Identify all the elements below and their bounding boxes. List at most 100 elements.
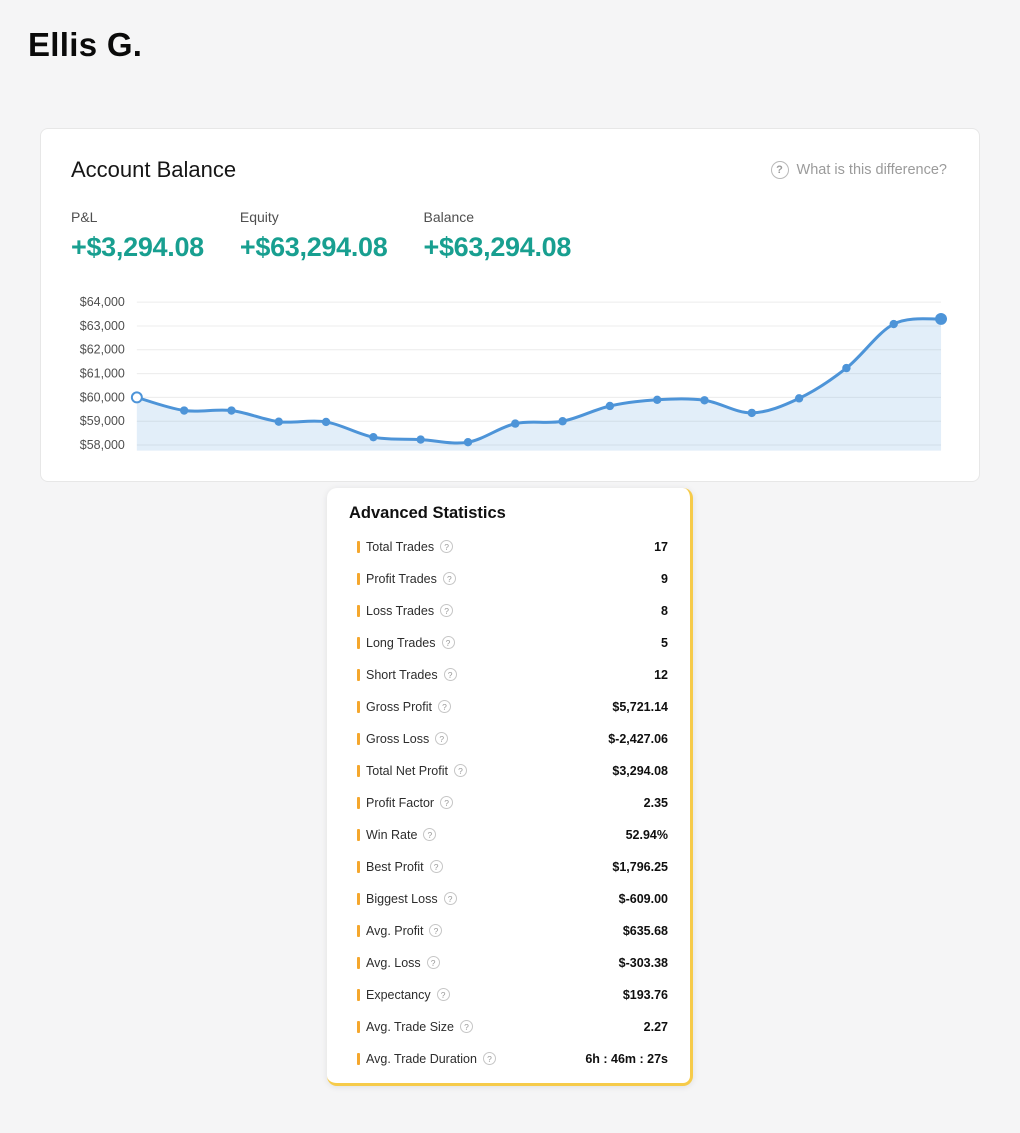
stat-row-label: Avg. Loss	[366, 955, 421, 970]
account-balance-title: Account Balance	[71, 157, 237, 182]
stat-accent-bar	[357, 604, 360, 617]
stat-row-value: $3,294.08	[612, 763, 668, 778]
stat-row: Total Trades ? 17	[327, 531, 690, 563]
stat-row-value: 2.35	[643, 795, 668, 810]
stat-row: Expectancy ? $193.76	[327, 979, 690, 1011]
stat-row-value: 8	[661, 603, 668, 618]
help-icon[interactable]: ?	[442, 572, 456, 586]
stat-accent-bar	[357, 668, 360, 681]
stat-row-label: Avg. Trade Size	[366, 1019, 455, 1034]
stat-row-value: 2.27	[643, 1019, 668, 1034]
stat-row-label: Avg. Trade Duration	[366, 1051, 477, 1066]
stat-label: Equity	[239, 209, 279, 225]
balance-chart[interactable]: $58,000 $59,000 $60,000 $61,000 $62,000 $63,0…	[71, 283, 947, 461]
stat-row-label: Profit Trades	[366, 571, 437, 586]
account-balance-header: Account Balance ? What is this differenc…	[71, 157, 947, 183]
stat-accent-bar	[357, 572, 360, 585]
svg-text:$63,000: $63,000	[80, 319, 125, 333]
stat-row: Avg. Loss ? $-303.38	[327, 947, 690, 979]
stat-row-label: Best Profit	[366, 859, 424, 874]
stat-row-value: 9	[661, 571, 668, 586]
help-icon[interactable]: ?	[429, 860, 443, 874]
stat-row-label: Gross Loss	[366, 731, 430, 746]
svg-text:$61,000: $61,000	[80, 367, 125, 381]
stat-row-label: Loss Trades	[366, 603, 435, 618]
stat-label: P&L	[71, 209, 98, 225]
help-icon[interactable]: ?	[460, 1020, 474, 1034]
help-icon[interactable]: ?	[429, 924, 443, 938]
advanced-statistics-card: Advanced Statistics Total Trades ? 17 Pr…	[327, 487, 693, 1086]
stat-block-balance: Balance +$63,294.08	[424, 209, 572, 263]
help-icon[interactable]: ?	[440, 796, 454, 810]
stat-accent-bar	[357, 764, 360, 777]
stat-accent-bar	[357, 700, 360, 713]
stat-row-label: Gross Profit	[366, 699, 432, 714]
page-title: Ellis G.	[28, 26, 143, 63]
stat-value: +$63,294.08	[423, 232, 572, 262]
stat-accent-bar	[357, 540, 360, 553]
stat-row: Profit Factor ? 2.35	[327, 787, 690, 819]
help-icon[interactable]: ?	[443, 668, 457, 682]
stat-row: Gross Loss ? $-2,427.06	[327, 723, 690, 755]
stat-row-value: $-609.00	[618, 891, 668, 906]
stat-row: Avg. Trade Duration ? 6h : 46m : 27s	[327, 1043, 690, 1075]
stat-label: Balance	[423, 209, 475, 225]
stat-row-value: $193.76	[622, 987, 668, 1002]
stat-block-pnl: P&L +$3,294.08	[71, 209, 204, 263]
stat-row: Profit Trades ? 9	[327, 563, 690, 595]
stat-accent-bar	[357, 956, 360, 969]
stat-accent-bar	[357, 828, 360, 841]
svg-text:$64,000: $64,000	[80, 295, 125, 309]
stat-row: Short Trades ? 12	[327, 659, 690, 691]
stat-row: Avg. Trade Size ? 2.27	[327, 1011, 690, 1043]
stat-row-value: $5,721.14	[612, 699, 668, 714]
stat-row-label: Biggest Loss	[366, 891, 438, 906]
stat-accent-bar	[357, 860, 360, 873]
stat-accent-bar	[357, 636, 360, 649]
stat-row-value: 6h : 46m : 27s	[585, 1051, 668, 1066]
help-icon[interactable]: ?	[426, 956, 440, 970]
svg-text:$59,000: $59,000	[80, 414, 125, 428]
stat-row: Gross Profit ? $5,721.14	[327, 691, 690, 723]
stat-row-value: $1,796.25	[612, 859, 668, 874]
help-icon[interactable]: ?	[438, 700, 451, 714]
stat-row-value: 17	[654, 539, 668, 554]
help-icon[interactable]: ?	[443, 892, 457, 906]
stat-row-value: 52.94%	[625, 827, 668, 842]
svg-text:$58,000: $58,000	[80, 438, 125, 452]
difference-help-button[interactable]: ? What is this difference?	[770, 161, 947, 179]
help-icon[interactable]: ?	[441, 636, 455, 650]
help-icon[interactable]: ?	[440, 540, 454, 554]
help-icon[interactable]: ?	[482, 1052, 496, 1066]
stat-row-label: Expectancy	[366, 987, 431, 1002]
help-icon[interactable]: ?	[440, 604, 454, 618]
stat-row: Avg. Profit ? $635.68	[327, 915, 690, 947]
stat-accent-bar	[357, 732, 360, 745]
stat-row-label: Total Trades	[366, 539, 435, 554]
stats-list: Total Trades ? 17 Profit Trades ? 9 Loss…	[327, 531, 690, 1075]
page-header: Ellis G.	[0, 0, 1020, 74]
stat-row-label: Profit Factor	[366, 795, 435, 810]
account-balance-card: Account Balance ? What is this differenc…	[40, 128, 980, 482]
stat-accent-bar	[357, 988, 360, 1001]
stat-row-value: $-303.38	[618, 955, 668, 970]
stat-row-label: Win Rate	[366, 827, 418, 842]
stat-row-value: 12	[654, 667, 668, 682]
stat-row-value: $-2,427.06	[608, 731, 668, 746]
stat-row-label: Short Trades	[366, 667, 438, 682]
stat-accent-bar	[357, 1020, 360, 1033]
balance-stats-row: P&L +$3,294.08 Equity +$63,294.08 Balanc…	[71, 209, 947, 263]
stat-accent-bar	[357, 924, 360, 937]
question-circle-icon: ?	[770, 161, 789, 179]
svg-text:$60,000: $60,000	[80, 390, 125, 404]
help-icon[interactable]: ?	[435, 732, 449, 746]
help-icon[interactable]: ?	[453, 764, 467, 778]
help-icon[interactable]: ?	[423, 828, 437, 842]
help-icon[interactable]: ?	[436, 988, 450, 1002]
stat-row: Win Rate ? 52.94%	[327, 819, 690, 851]
stat-row-label: Avg. Profit	[366, 923, 424, 938]
stat-row-label: Total Net Profit	[366, 763, 448, 778]
stat-value: +$3,294.08	[71, 232, 204, 262]
stat-row: Long Trades ? 5	[327, 627, 690, 659]
stat-row-value: 5	[661, 635, 668, 650]
